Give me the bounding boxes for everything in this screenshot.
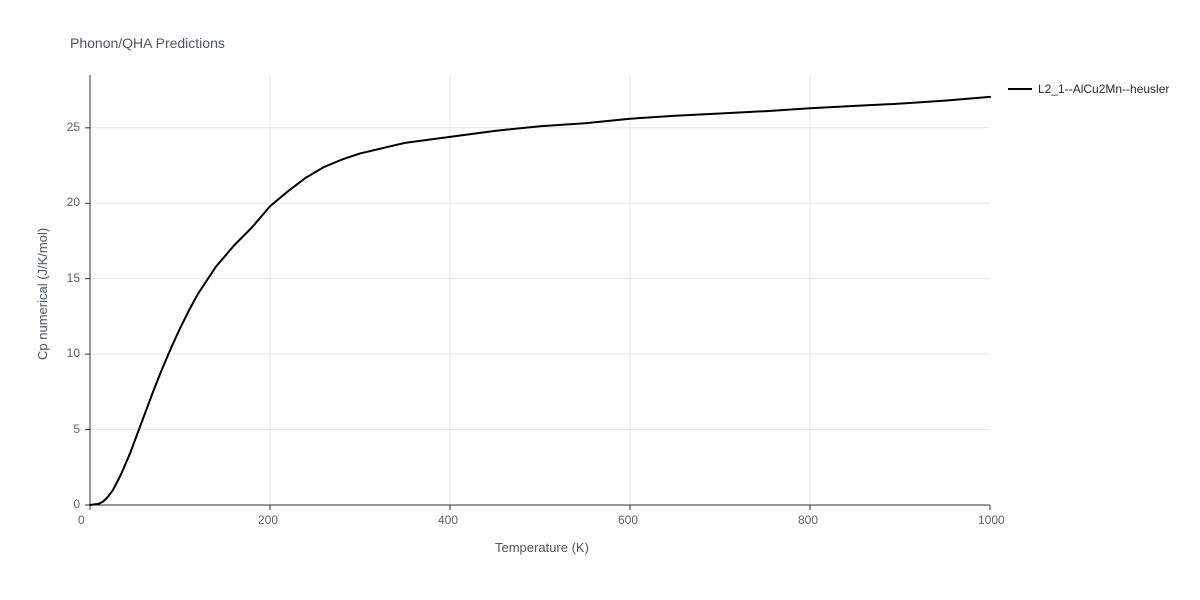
x-tick-label: 600: [618, 513, 638, 527]
x-tick-label: 200: [258, 513, 278, 527]
x-tick-label: 1000: [978, 513, 1005, 527]
legend-series-label: L2_1--AlCu2Mn--heusler: [1038, 82, 1169, 96]
y-tick-label: 10: [52, 346, 80, 360]
y-tick-label: 5: [52, 422, 80, 436]
y-tick-label: 0: [52, 497, 80, 511]
legend-swatch: [1008, 88, 1032, 90]
x-tick-label: 800: [798, 513, 818, 527]
y-tick-label: 25: [52, 120, 80, 134]
y-tick-label: 15: [52, 271, 80, 285]
legend: L2_1--AlCu2Mn--heusler: [1008, 82, 1169, 96]
series-line: [90, 97, 990, 505]
x-tick-label: 0: [78, 513, 85, 527]
y-tick-label: 20: [52, 195, 80, 209]
x-tick-label: 400: [438, 513, 458, 527]
